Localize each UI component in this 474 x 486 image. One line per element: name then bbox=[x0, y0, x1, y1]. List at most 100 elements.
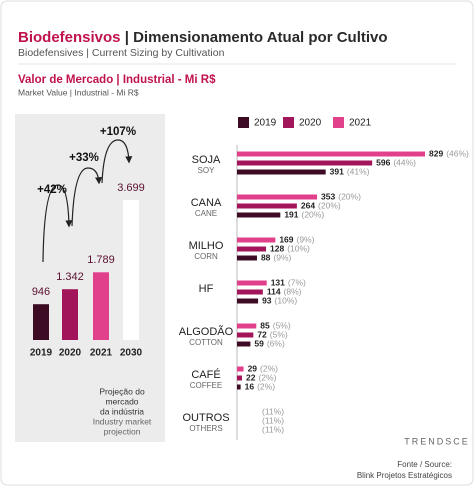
section-title: Valor de Mercado | Industrial - Mi R$ bbox=[18, 74, 216, 86]
value-label: 169 bbox=[279, 234, 293, 244]
bar bbox=[237, 323, 257, 329]
note-en: projection bbox=[104, 426, 141, 436]
bar bbox=[237, 151, 425, 157]
logo: TRENDSCE bbox=[404, 436, 470, 446]
share-label: (5%) bbox=[273, 320, 291, 330]
value-label: 1.789 bbox=[87, 254, 115, 266]
bar bbox=[237, 194, 318, 200]
bar bbox=[237, 289, 263, 295]
share-label: (20%) bbox=[338, 191, 361, 201]
source-label: Fonte / Source: bbox=[397, 460, 452, 469]
value-label: 353 bbox=[321, 191, 335, 201]
share-label: (10%) bbox=[275, 295, 298, 305]
growth-label: +107% bbox=[100, 126, 136, 138]
category-label-en: CANE bbox=[195, 209, 217, 218]
x-tick-label: 2030 bbox=[120, 348, 143, 359]
category-label-en: OTHERS bbox=[189, 424, 222, 433]
share-label: (20%) bbox=[302, 209, 325, 219]
category-label: HF bbox=[199, 283, 214, 295]
value-label: 85 bbox=[260, 320, 270, 330]
bar bbox=[237, 212, 281, 218]
legend-label: 2021 bbox=[349, 118, 372, 129]
value-label: 1.342 bbox=[56, 271, 84, 283]
bar bbox=[237, 341, 251, 347]
value-label: 131 bbox=[271, 277, 285, 287]
share-label: (44%) bbox=[393, 157, 416, 167]
x-tick-label: 2019 bbox=[30, 348, 53, 359]
value-label: 59 bbox=[254, 338, 264, 348]
value-label: 29 bbox=[248, 363, 258, 373]
title: Biodefensivos | Dimensionamento Atual po… bbox=[18, 29, 388, 46]
category-label: MILHO bbox=[189, 240, 224, 252]
growth-arrow bbox=[42, 184, 73, 263]
category-label-en: COFFEE bbox=[190, 381, 222, 390]
share-label: (11%) bbox=[262, 415, 284, 425]
bar bbox=[62, 289, 78, 340]
x-tick-label: 2020 bbox=[59, 348, 82, 359]
title-highlight: Biodefensivos bbox=[18, 29, 121, 46]
share-label: (9%) bbox=[297, 234, 315, 244]
category-label-en: SOY bbox=[198, 166, 216, 175]
bar bbox=[123, 200, 139, 340]
share-label: (41%) bbox=[347, 166, 370, 176]
share-label: (2%) bbox=[257, 381, 275, 391]
share-label: (11%) bbox=[262, 424, 284, 434]
growth-arrow bbox=[71, 167, 103, 227]
bar bbox=[237, 255, 257, 261]
subtitle: Biodefensives | Current Sizing by Cultiv… bbox=[18, 47, 225, 59]
value-label: 3.699 bbox=[117, 182, 145, 194]
growth-label: +42% bbox=[37, 184, 67, 196]
value-label: 16 bbox=[245, 381, 255, 391]
share-label: (8%) bbox=[284, 286, 302, 296]
share-label: (11%) bbox=[262, 406, 284, 416]
note: da indústria bbox=[100, 406, 144, 416]
share-label: (46%) bbox=[446, 148, 469, 158]
category-label-en: COTTON bbox=[189, 338, 223, 347]
bar bbox=[237, 203, 297, 209]
bar bbox=[237, 375, 242, 381]
growth-label: +33% bbox=[69, 152, 99, 164]
legend-swatch bbox=[238, 117, 249, 128]
value-label: 391 bbox=[330, 166, 344, 176]
value-label: 829 bbox=[429, 148, 443, 158]
bar bbox=[237, 237, 276, 243]
value-label: 88 bbox=[261, 252, 271, 262]
bar bbox=[237, 246, 267, 252]
category-label: ALGODÃO bbox=[179, 325, 234, 338]
title-rest: | Dimensionamento Atual por Cultivo bbox=[125, 29, 388, 46]
category-label: SOJA bbox=[192, 154, 221, 166]
legend-label: 2019 bbox=[254, 118, 277, 129]
section-subtitle: Market Value | Industrial - Mi R$ bbox=[18, 87, 139, 97]
share-label: (2%) bbox=[260, 363, 278, 373]
value-label: 114 bbox=[267, 286, 281, 296]
legend-label: 2020 bbox=[299, 118, 322, 129]
category-label: OUTROS bbox=[182, 412, 229, 424]
value-label: 22 bbox=[246, 372, 256, 382]
source: Blink Projetos Estratégicos bbox=[357, 471, 452, 480]
value-label: 72 bbox=[257, 329, 267, 339]
bar bbox=[237, 366, 244, 372]
bar bbox=[237, 384, 241, 390]
share-label: (9%) bbox=[273, 252, 291, 262]
category-label-en: CORN bbox=[194, 252, 218, 261]
share-label: (5%) bbox=[270, 329, 288, 339]
note: mercado bbox=[105, 396, 138, 406]
x-tick-label: 2021 bbox=[90, 348, 113, 359]
value-label: 596 bbox=[376, 157, 390, 167]
value-label: 128 bbox=[270, 243, 284, 253]
value-label: 191 bbox=[284, 209, 298, 219]
growth-arrow bbox=[101, 139, 133, 184]
category-label: CAFÉ bbox=[191, 368, 220, 381]
legend-swatch bbox=[283, 117, 294, 128]
legend-swatch bbox=[333, 117, 344, 128]
value-label: 93 bbox=[262, 295, 272, 305]
bar bbox=[93, 272, 109, 340]
category-label: CANA bbox=[191, 197, 222, 209]
value-label: 264 bbox=[301, 200, 315, 210]
share-label: (20%) bbox=[318, 200, 341, 210]
bar bbox=[33, 304, 49, 340]
note: Projeção do bbox=[99, 386, 145, 396]
share-label: (7%) bbox=[288, 277, 306, 287]
bar bbox=[237, 332, 254, 338]
